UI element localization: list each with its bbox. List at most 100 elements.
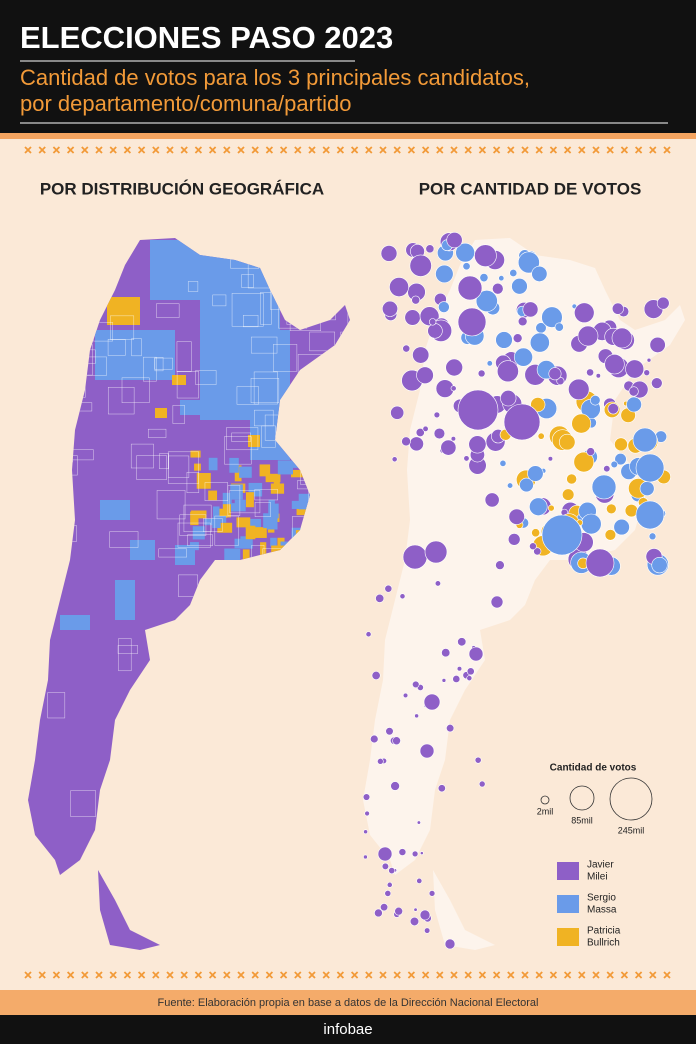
decor-x — [521, 971, 529, 979]
region-border — [326, 246, 350, 272]
decor-x — [24, 146, 32, 154]
region-border — [47, 692, 66, 719]
region-border — [183, 504, 212, 533]
bubble — [479, 273, 489, 283]
bubble — [399, 593, 406, 600]
bubble — [456, 666, 463, 672]
bubble — [486, 360, 493, 367]
bubble — [590, 395, 601, 406]
decor-x — [436, 971, 444, 979]
bubble — [606, 503, 617, 515]
region-border — [117, 645, 138, 654]
header-stripe — [0, 133, 696, 139]
bubble — [537, 432, 545, 440]
decor-x — [578, 971, 586, 979]
region-border — [68, 308, 89, 323]
brand: infobae — [323, 1021, 372, 1038]
decor-x — [464, 146, 472, 154]
bubble — [441, 678, 447, 683]
decor-x — [180, 971, 188, 979]
decor-x — [237, 971, 245, 979]
header-bg — [0, 0, 696, 133]
region-border — [241, 274, 254, 288]
region-border — [203, 518, 223, 532]
panel-title: POR DISTRIBUCIÓN GEOGRÁFICA — [40, 179, 324, 198]
decor-x — [663, 146, 671, 154]
bubble — [529, 497, 548, 516]
decor-x — [350, 971, 359, 979]
region-border — [172, 405, 185, 424]
region-border — [110, 315, 135, 340]
bubble — [425, 244, 435, 254]
region — [271, 545, 286, 554]
region-border — [144, 823, 172, 856]
bubble — [441, 648, 451, 658]
region — [234, 499, 246, 512]
legend-label: Patricia — [587, 926, 621, 937]
bubble — [457, 637, 467, 647]
region — [230, 484, 243, 500]
bubble — [370, 734, 379, 744]
bubble — [517, 316, 528, 327]
region-border — [46, 505, 70, 530]
bubble — [380, 903, 389, 912]
region-border — [313, 575, 326, 595]
region-border — [94, 259, 107, 281]
region — [268, 499, 275, 507]
region — [192, 526, 205, 540]
bubble — [450, 436, 457, 442]
region-border — [307, 254, 336, 272]
decor-x — [123, 971, 132, 979]
decor-x — [322, 146, 330, 154]
bubble — [492, 282, 504, 295]
bubble — [530, 397, 546, 413]
region-border — [253, 371, 278, 405]
subtitle: por departamento/comuna/partido — [20, 91, 351, 116]
bubble — [512, 333, 523, 343]
bubble — [562, 488, 575, 501]
bubble — [409, 916, 420, 927]
region — [270, 537, 277, 547]
region — [248, 435, 260, 447]
region — [270, 483, 285, 494]
decor-x — [592, 971, 600, 979]
bubble — [604, 354, 625, 375]
size-legend-title: Cantidad de votos — [550, 763, 637, 774]
region-border — [70, 790, 96, 817]
bubble — [566, 473, 577, 485]
decor-x — [336, 146, 345, 154]
decor-x — [279, 971, 288, 979]
decor-x — [81, 971, 89, 979]
bubble — [398, 848, 407, 856]
bubble — [371, 671, 381, 681]
bubble — [409, 254, 432, 277]
region-border — [302, 562, 312, 580]
decor-x — [393, 146, 401, 154]
region — [222, 504, 231, 518]
bubble — [381, 862, 389, 870]
bubble — [604, 529, 617, 541]
region-border — [314, 467, 341, 497]
decor-x — [294, 971, 302, 979]
bubble — [384, 890, 392, 897]
bubble — [648, 532, 657, 541]
region-border — [229, 490, 261, 514]
bubble — [377, 758, 384, 765]
bubble — [577, 325, 599, 347]
bubble — [428, 890, 436, 897]
bubble — [475, 290, 498, 312]
region — [208, 457, 218, 471]
bubble — [529, 542, 537, 551]
bubble — [591, 474, 617, 500]
region-border — [272, 576, 283, 599]
bubble — [607, 403, 619, 415]
bubble — [416, 366, 434, 384]
region-border — [296, 246, 328, 274]
region — [234, 465, 242, 482]
bubble — [424, 927, 431, 934]
decor-x — [592, 146, 600, 154]
region-border — [158, 548, 187, 558]
decor-x — [507, 971, 515, 979]
decor-x — [478, 971, 487, 979]
bubble — [455, 242, 475, 263]
